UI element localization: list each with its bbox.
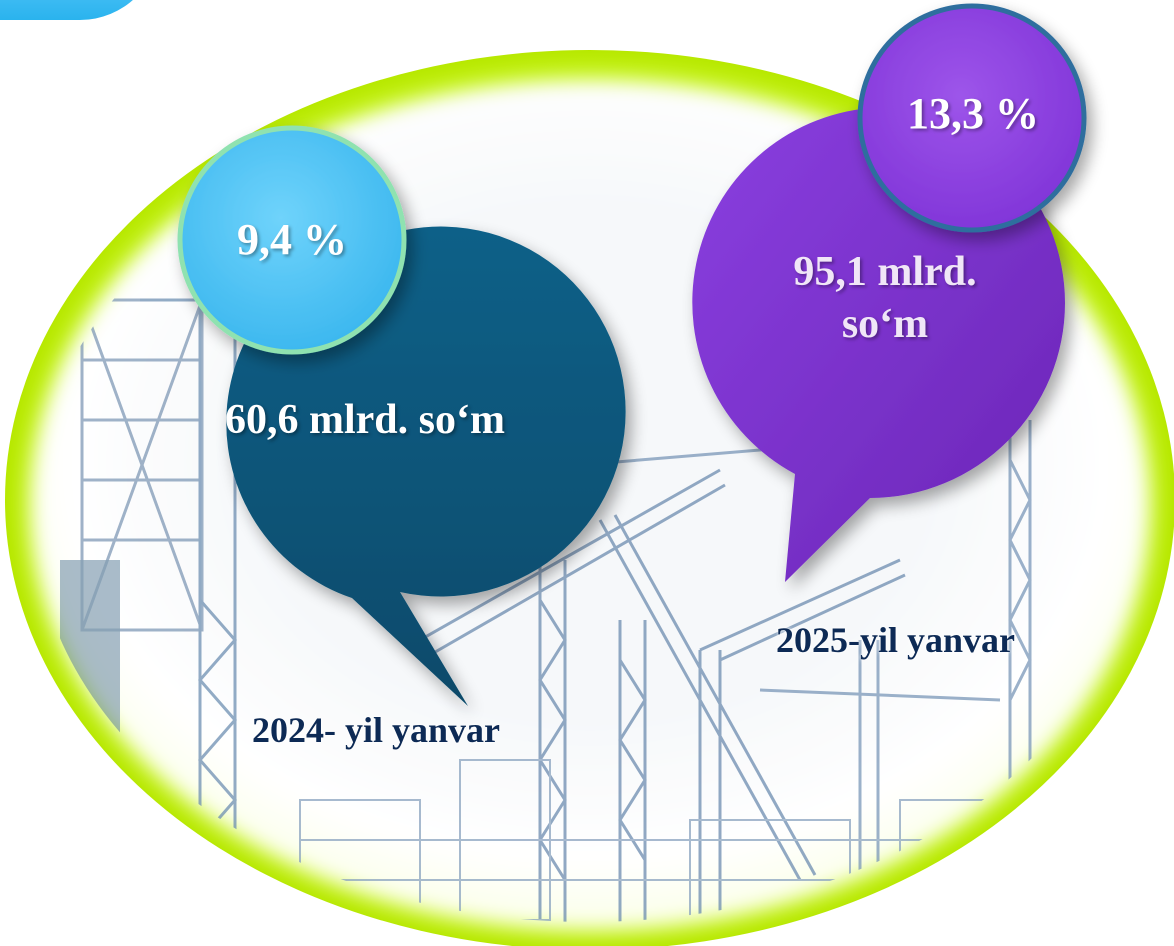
right-period-caption: 2025-yil yanvar <box>776 620 1015 660</box>
left-amount-label: 60,6 mlrd. so‘m <box>225 397 505 443</box>
left-percent-label: 9,4 % <box>237 215 347 264</box>
left-percent-badge <box>177 125 407 355</box>
right-amount-label: 95,1 mlrd. so‘m <box>720 246 1050 350</box>
right-amount-line1: 95,1 mlrd. <box>793 249 977 295</box>
right-percent-badge <box>857 3 1087 233</box>
right-percent-label: 13,3 % <box>907 89 1039 138</box>
right-amount-line2: so‘m <box>841 301 929 347</box>
left-period-caption: 2024- yil yanvar <box>252 710 500 750</box>
